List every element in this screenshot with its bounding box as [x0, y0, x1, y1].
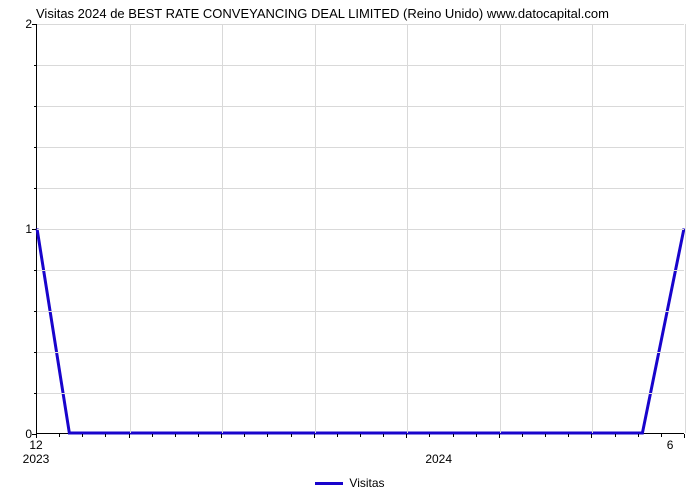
y-tick-label: 1	[14, 222, 32, 236]
gridline-horizontal	[37, 24, 684, 25]
x-minor-tick	[545, 434, 546, 437]
x-tick-mark	[129, 434, 130, 438]
x-minor-tick	[291, 434, 292, 437]
gridline-vertical	[685, 24, 686, 433]
chart-container: Visitas 2024 de BEST RATE CONVEYANCING D…	[0, 0, 700, 500]
x-minor-tick	[568, 434, 569, 437]
x-minor-tick	[638, 434, 639, 437]
x-minor-tick	[337, 434, 338, 437]
x-tick-mark	[221, 434, 222, 438]
x-minor-tick	[383, 434, 384, 437]
x-minor-tick	[244, 434, 245, 437]
gridline-horizontal	[37, 106, 684, 107]
x-tick-mark	[684, 434, 685, 438]
x-minor-tick	[59, 434, 60, 437]
x-minor-tick	[476, 434, 477, 437]
gridline-horizontal	[37, 147, 684, 148]
y-minor-tick	[34, 270, 36, 271]
y-tick-label: 2	[14, 17, 32, 31]
legend-label: Visitas	[349, 476, 384, 490]
y-minor-tick	[34, 393, 36, 394]
gridline-horizontal	[37, 270, 684, 271]
plot-area	[36, 24, 684, 434]
gridline-horizontal	[37, 65, 684, 66]
gridline-horizontal	[37, 352, 684, 353]
gridline-horizontal	[37, 311, 684, 312]
legend: Visitas	[0, 476, 700, 490]
x-tick-label: 6	[667, 438, 674, 452]
x-minor-tick	[175, 434, 176, 437]
x-minor-tick	[615, 434, 616, 437]
x-minor-tick	[267, 434, 268, 437]
y-minor-tick	[34, 106, 36, 107]
x-minor-tick	[429, 434, 430, 437]
x-year-label: 2024	[425, 452, 452, 466]
x-minor-tick	[522, 434, 523, 437]
x-tick-year-label: 2023	[23, 452, 50, 466]
x-tick-mark	[591, 434, 592, 438]
x-minor-tick	[360, 434, 361, 437]
y-minor-tick	[34, 65, 36, 66]
x-minor-tick	[152, 434, 153, 437]
series-line	[37, 229, 684, 434]
gridline-horizontal	[37, 229, 684, 230]
chart-title: Visitas 2024 de BEST RATE CONVEYANCING D…	[36, 6, 609, 21]
y-tick-mark	[32, 229, 36, 230]
x-minor-tick	[453, 434, 454, 437]
gridline-horizontal	[37, 393, 684, 394]
x-tick-mark	[36, 434, 37, 438]
gridline-horizontal	[37, 188, 684, 189]
y-minor-tick	[34, 311, 36, 312]
x-tick-label: 12	[29, 438, 42, 452]
x-tick-mark	[406, 434, 407, 438]
x-minor-tick	[661, 434, 662, 437]
x-tick-mark	[499, 434, 500, 438]
y-minor-tick	[34, 147, 36, 148]
x-minor-tick	[198, 434, 199, 437]
y-minor-tick	[34, 352, 36, 353]
x-tick-mark	[314, 434, 315, 438]
y-tick-mark	[32, 24, 36, 25]
x-minor-tick	[82, 434, 83, 437]
legend-swatch	[315, 482, 343, 485]
y-minor-tick	[34, 188, 36, 189]
x-minor-tick	[105, 434, 106, 437]
